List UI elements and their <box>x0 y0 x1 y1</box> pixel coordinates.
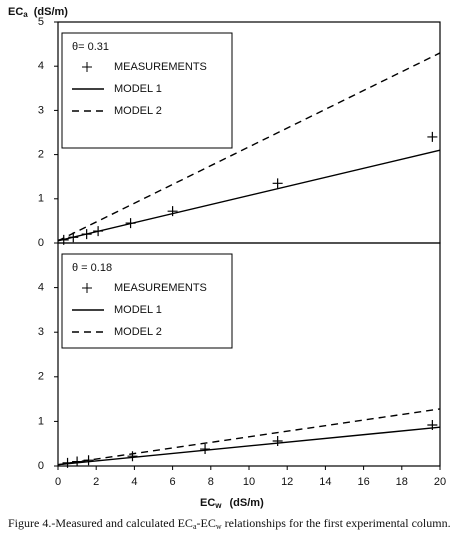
y-tick-label: 5 <box>38 16 44 28</box>
measurement-point <box>427 131 438 142</box>
measurement-point <box>72 456 83 467</box>
y-tick-label: 0 <box>38 460 44 472</box>
x-tick-label: 12 <box>281 476 293 488</box>
caption-part: -EC <box>197 516 216 530</box>
x-tick-label: 18 <box>396 476 408 488</box>
x-label-unit: (dS/m) <box>230 497 265 509</box>
y-tick-label: 4 <box>38 60 44 72</box>
legend-label: MODEL 2 <box>114 105 162 117</box>
y-tick-label: 0 <box>38 237 44 249</box>
caption-sub: w <box>216 522 222 531</box>
legend-box <box>61 32 233 149</box>
y-tick-label: 3 <box>38 104 44 116</box>
caption-part: relationships for the first experimental… <box>222 516 451 530</box>
legend-label: MODEL 1 <box>114 83 162 95</box>
theta-label: θ = 0.18 <box>72 262 112 274</box>
y-tick-label: 1 <box>38 193 44 205</box>
y-axis-label: ECa (dS/m) <box>8 6 68 19</box>
y-tick-label: 2 <box>38 149 44 161</box>
x-axis-label: ECw (dS/m) <box>200 497 264 510</box>
y-label-sub: a <box>23 10 28 19</box>
caption-part: Figure 4.-Measured and calculated EC <box>8 516 193 530</box>
measurement-point <box>167 206 178 217</box>
y-tick-label: 3 <box>38 326 44 338</box>
y-label-unit: (dS/m) <box>34 6 69 18</box>
legend-label: MODEL 2 <box>114 326 162 338</box>
measurement-point <box>272 178 283 189</box>
theta-label: θ= 0.31 <box>72 41 109 53</box>
x-tick-label: 20 <box>434 476 446 488</box>
caption: Figure 4.-Measured and calculated ECa-EC… <box>8 516 451 531</box>
measurement-point <box>200 444 211 455</box>
legend-label: MEASUREMENTS <box>114 282 207 294</box>
measurement-point <box>272 436 283 447</box>
x-label-sub: w <box>214 501 222 510</box>
legend-marker <box>82 283 92 293</box>
x-tick-label: 16 <box>357 476 369 488</box>
measurement-point <box>127 451 138 462</box>
legend-label: MODEL 1 <box>114 304 162 316</box>
x-tick-label: 6 <box>170 476 176 488</box>
x-tick-label: 2 <box>93 476 99 488</box>
model-line <box>57 408 441 466</box>
y-tick-label: 4 <box>38 282 44 294</box>
y-tick-label: 1 <box>38 415 44 427</box>
model-line <box>57 52 441 242</box>
x-label-main: EC <box>200 497 215 509</box>
x-tick-label: 10 <box>243 476 255 488</box>
legend-marker <box>82 62 92 72</box>
y-tick-label: 2 <box>38 371 44 383</box>
legend-label: MEASUREMENTS <box>114 61 207 73</box>
x-tick-label: 8 <box>208 476 214 488</box>
x-tick-label: 4 <box>131 476 137 488</box>
model-line <box>57 149 441 242</box>
x-tick-label: 0 <box>55 476 61 488</box>
model-line <box>57 426 441 466</box>
caption-sub: a <box>193 522 197 531</box>
y-label-main: EC <box>8 6 23 18</box>
x-tick-label: 14 <box>319 476 331 488</box>
